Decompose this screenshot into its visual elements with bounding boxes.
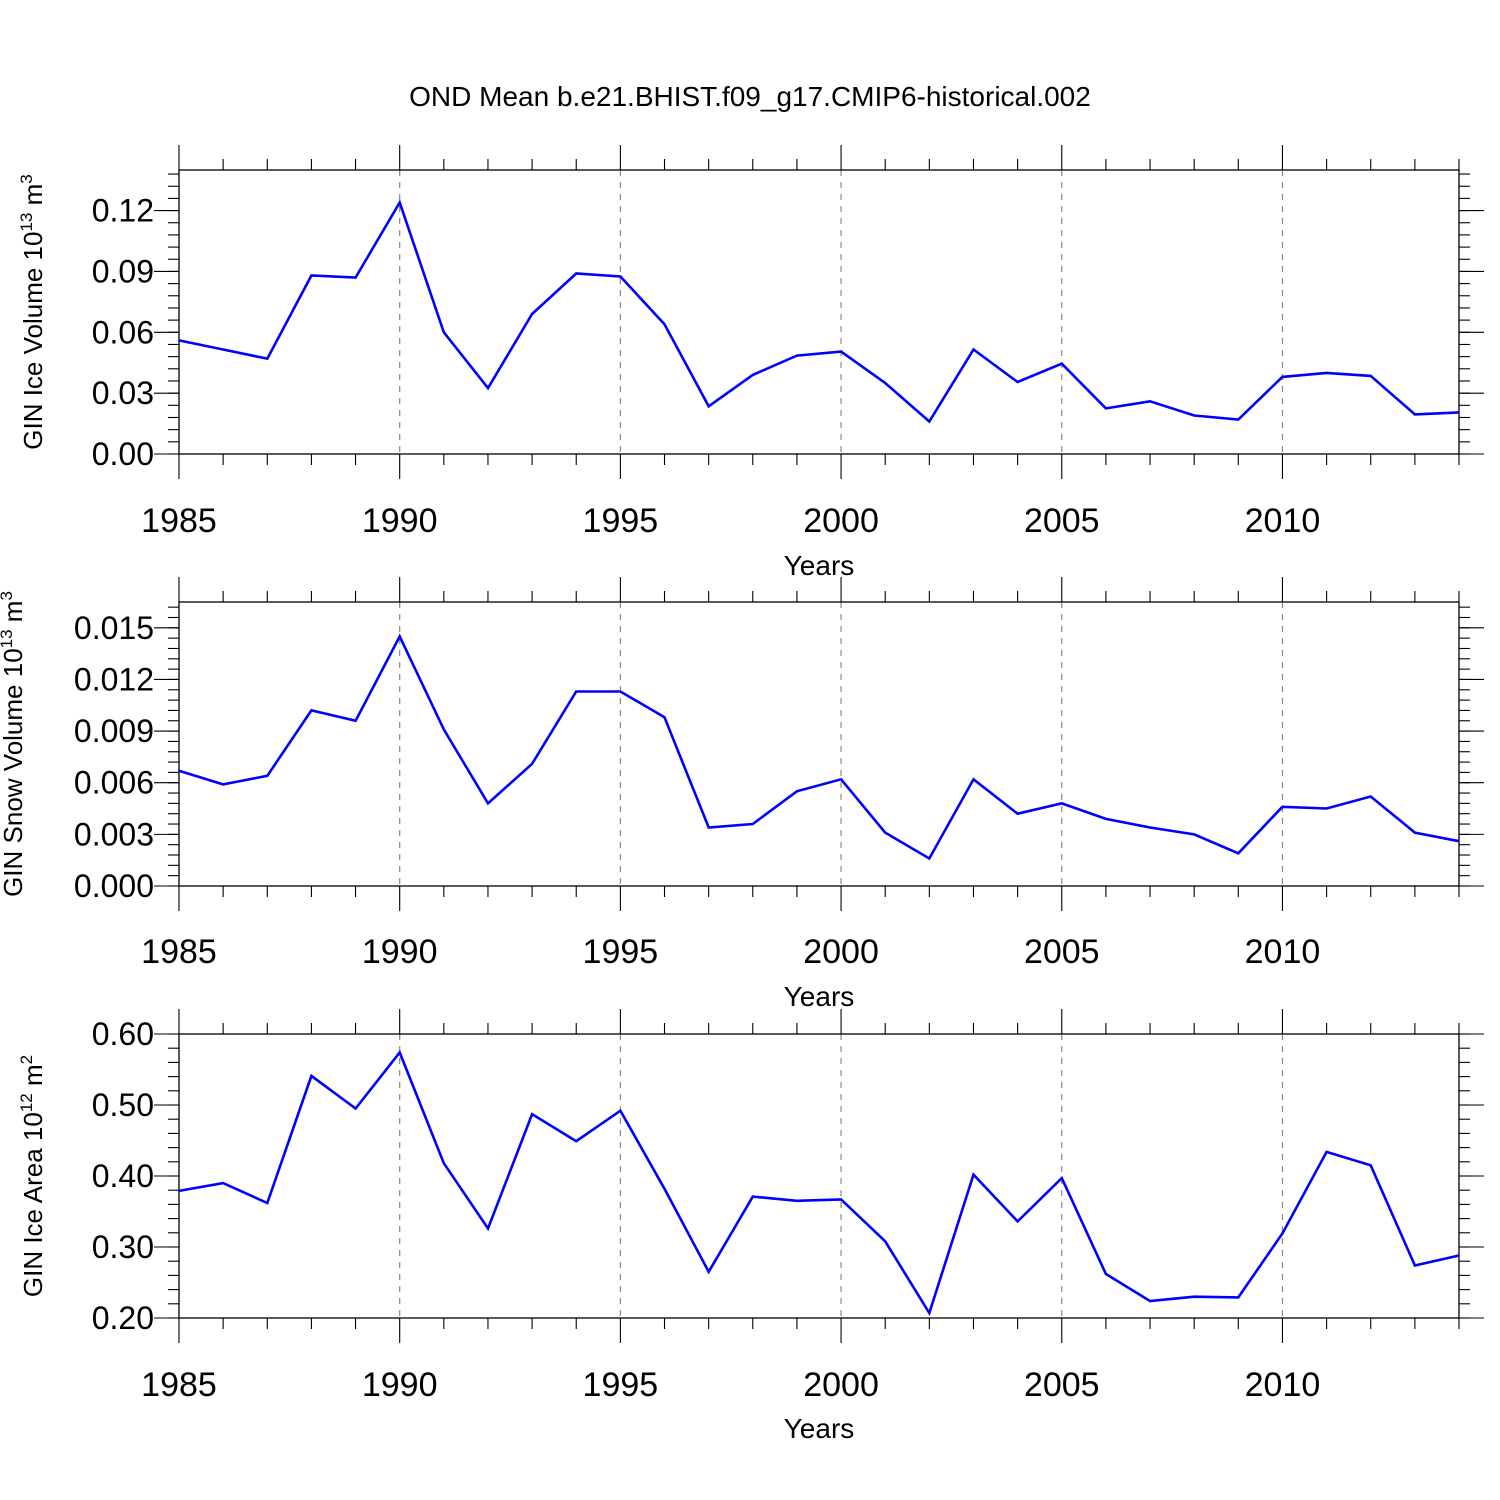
y-tick-label: 0.50	[92, 1087, 154, 1123]
y-axis-label-unit-exponent: 3	[17, 174, 36, 183]
y-tick-label: 0.00	[92, 436, 154, 472]
x-tick-label: 2010	[1245, 502, 1321, 540]
chart-panel-3: 0.20 0.30 0.40 0.50 0.60 1985 1990 1995 2000 2005…	[17, 1009, 1484, 1444]
x-axis-label: Years	[784, 550, 855, 581]
y-tick-label: 0.06	[92, 314, 154, 350]
y-axis-label-unit-exponent: 2	[17, 1055, 36, 1064]
y-tick-label: 0.60	[92, 1016, 154, 1052]
x-tick-label: 2000	[803, 1366, 879, 1404]
series-line	[178, 633, 1460, 861]
x-tick-label: 2010	[1245, 933, 1321, 971]
x-axis-label: Years	[784, 981, 855, 1012]
y-tick-label: 0.20	[92, 1300, 154, 1336]
y-tick-label: 0.30	[92, 1229, 154, 1265]
y-axis-label-text: GIN Snow Volume 10	[0, 648, 28, 897]
y-axis-label-exponent: 12	[17, 1093, 36, 1112]
y-tick-label: 0.12	[92, 193, 154, 229]
x-tick-label: 2005	[1024, 502, 1100, 540]
x-tick-label: 2005	[1024, 933, 1100, 971]
y-axis-label: GIN Ice Area 1012 m2	[17, 1055, 48, 1297]
y-axis-label: GIN Ice Volume 1013 m3	[17, 174, 48, 450]
x-tick-label: 1995	[583, 933, 659, 971]
y-tick-label: 0.003	[74, 816, 154, 852]
plot-frame	[178, 601, 1460, 887]
y-axis-label-unit: m	[0, 601, 28, 630]
x-tick-label: 1990	[362, 1366, 438, 1404]
y-axis-label-exponent: 13	[0, 629, 16, 648]
x-tick-label: 1995	[583, 1366, 659, 1404]
chart-panel-2: 0.000 0.003 0.006 0.009 0.012 0.015 1985 1990 19…	[0, 577, 1484, 1012]
x-axis-label: Years	[784, 1413, 855, 1444]
y-axis-label-text: GIN Ice Area 10	[18, 1112, 48, 1297]
y-axis-label-unit: m	[18, 1064, 48, 1093]
y-tick-label: 0.09	[92, 253, 154, 289]
x-tick-label: 2000	[803, 502, 879, 540]
chart-title: OND Mean b.e21.BHIST.f09_g17.CMIP6-histo…	[409, 81, 1091, 112]
y-tick-label: 0.012	[74, 661, 154, 697]
x-tick-label: 2000	[803, 933, 879, 971]
x-tick-label: 2005	[1024, 1366, 1100, 1404]
y-axis-label-unit: m	[18, 184, 48, 213]
y-axis-label-text: GIN Ice Volume 10	[18, 232, 48, 450]
y-tick-label: 0.015	[74, 610, 154, 646]
plot-frame	[178, 1033, 1460, 1319]
x-tick-label: 1985	[141, 502, 217, 540]
y-tick-label: 0.000	[74, 868, 154, 904]
y-tick-label: 0.006	[74, 765, 154, 801]
series-line	[178, 1049, 1460, 1317]
y-axis-label: GIN Snow Volume 1013 m3	[0, 591, 28, 897]
y-axis-label-unit-exponent: 3	[0, 591, 16, 600]
y-axis-label-exponent: 13	[17, 213, 36, 232]
y-tick-label: 0.009	[74, 713, 154, 749]
plot-frame	[178, 169, 1460, 455]
series-line	[178, 199, 1460, 424]
x-tick-label: 2010	[1245, 1366, 1321, 1404]
x-tick-label: 1990	[362, 502, 438, 540]
x-tick-label: 1995	[583, 502, 659, 540]
chart-panel-1: 0.00 0.03 0.06 0.09 0.12 1985 1990 1995 2000 2005…	[17, 145, 1484, 581]
y-tick-label: 0.03	[92, 375, 154, 411]
x-tick-label: 1985	[141, 933, 217, 971]
x-tick-label: 1990	[362, 933, 438, 971]
y-tick-label: 0.40	[92, 1158, 154, 1194]
x-tick-label: 1985	[141, 1366, 217, 1404]
